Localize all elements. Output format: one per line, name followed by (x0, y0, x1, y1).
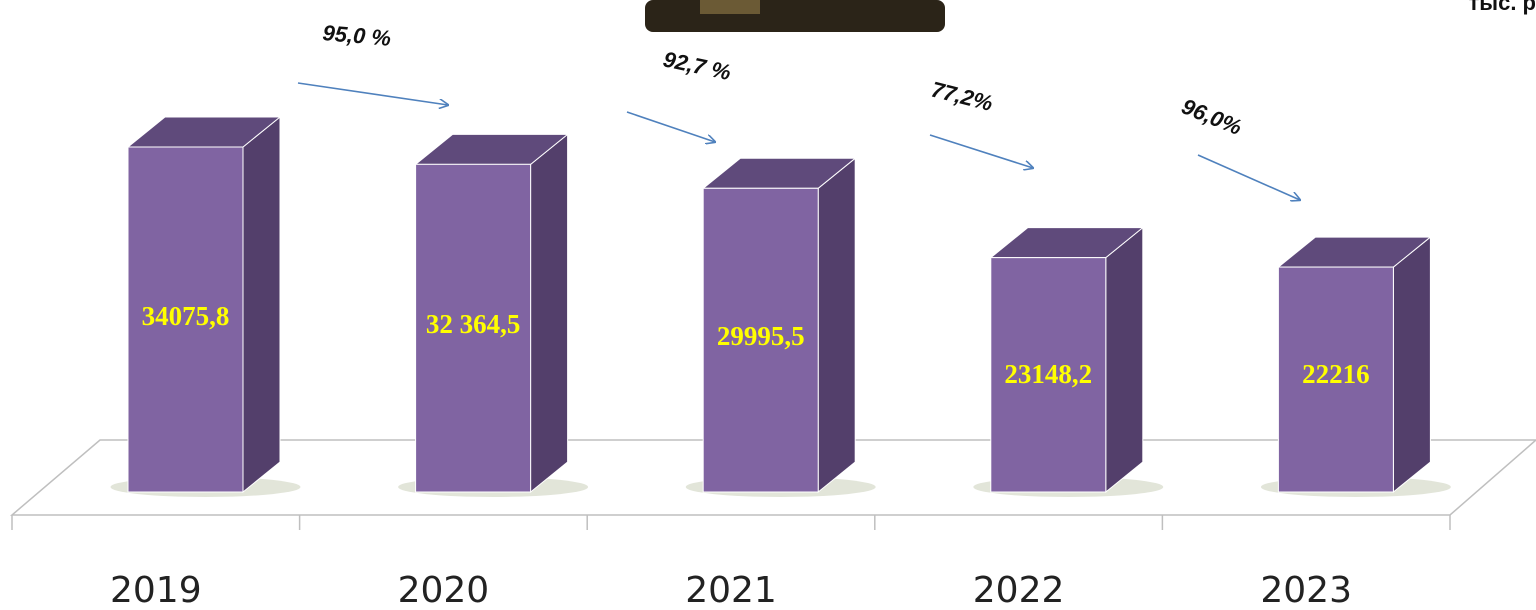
growth-arrow (930, 135, 1033, 168)
x-tick-label: 2020 (398, 570, 490, 610)
value-label: 29995,5 (717, 321, 805, 351)
growth-arrow (627, 112, 715, 142)
photo-detail (700, 0, 760, 14)
growth-annotation: 92,7 % (661, 46, 733, 85)
growth-annotation: 95,0 % (322, 20, 392, 51)
bar-side (243, 117, 280, 492)
bar-side (1106, 228, 1143, 492)
value-label: 32 364,5 (426, 309, 521, 339)
value-label: 22216 (1302, 359, 1370, 389)
growth-annotation: 77,2% (929, 77, 996, 116)
value-label: 34075,8 (142, 301, 230, 331)
bar-side (1393, 237, 1430, 492)
x-tick-label: 2019 (110, 570, 202, 610)
x-tick-label: 2022 (973, 570, 1065, 610)
photo (645, 0, 945, 32)
growth-arrow (298, 83, 448, 105)
unit-label: тыс. р (1469, 0, 1536, 15)
x-tick-label: 2021 (685, 570, 777, 610)
value-label: 23148,2 (1004, 359, 1092, 389)
chart: тыс. р 34075,8 2019 32 364,5 2020 29995,5 202… (0, 0, 1536, 610)
bar-side (818, 158, 855, 492)
bar-side (531, 134, 568, 492)
growth-annotation: 96,0% (1178, 93, 1245, 140)
x-tick-label: 2023 (1260, 570, 1352, 610)
growth-arrow (1198, 155, 1300, 200)
